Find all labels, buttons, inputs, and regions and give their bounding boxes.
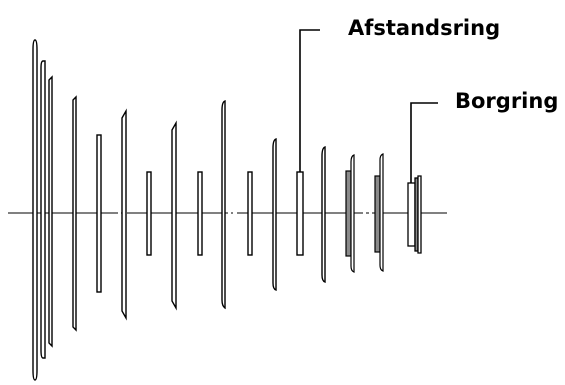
ring-5 (121, 108, 127, 321)
circlip-assembly (407, 175, 422, 254)
spacer-label: Afstandsring (348, 16, 501, 40)
circlip-label: Borgring (455, 89, 559, 113)
washer-3 (197, 171, 203, 256)
spacer-leader (299, 29, 320, 172)
washer-4 (247, 171, 253, 256)
bearing-1 (345, 154, 355, 273)
ring-2 (40, 60, 46, 359)
washer-1 (96, 134, 102, 293)
ring-6 (171, 120, 177, 311)
circlip-leader (410, 102, 438, 183)
bearing-2 (374, 153, 384, 272)
ring-8 (272, 138, 277, 291)
ring-1 (32, 39, 38, 381)
spacer-ring (296, 171, 304, 256)
washer-2 (146, 171, 152, 256)
ring-7 (221, 100, 226, 310)
ring-4 (72, 95, 77, 332)
ring-9 (321, 146, 326, 283)
ring-3 (48, 75, 53, 348)
